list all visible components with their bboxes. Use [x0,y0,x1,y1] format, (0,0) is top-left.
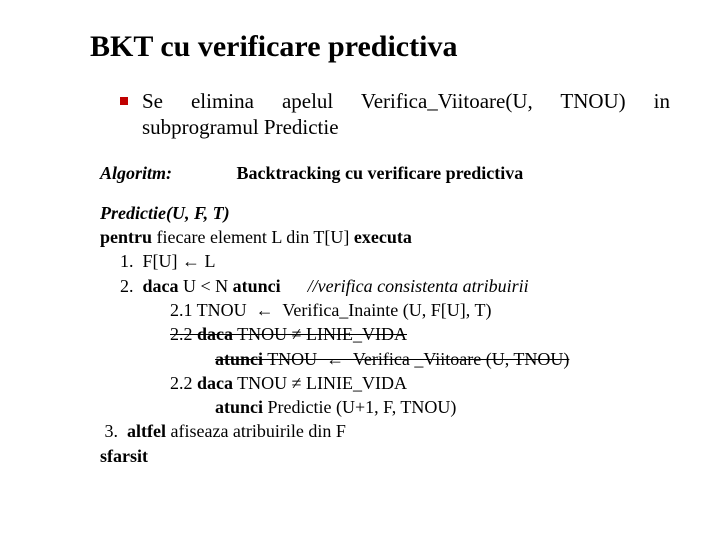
code-line: 2.2 daca TNOU ≠ LINIE_VIDA [100,371,670,395]
code-line: 2. daca U < N atunci //verifica consiste… [100,274,670,298]
bullet-marker [120,97,128,105]
code-line-strikethrough: 2.2 daca TNOU ≠ LINIE_VIDA [100,322,670,346]
bullet-item: Se elimina apelul Verifica_Viitoare(U, T… [120,88,670,141]
slide-title: BKT cu verificare predictiva [90,30,670,64]
algorithm-section: Algoritm: Backtracking cu verificare pre… [100,161,670,469]
code-line: atunci Predictie (U+1, F, TNOU) [100,395,670,419]
algorithm-header: Algoritm: Backtracking cu verificare pre… [100,161,670,185]
code-line: pentru fiecare element L din T[U] execut… [100,225,670,249]
bullet-text: Se elimina apelul Verifica_Viitoare(U, T… [142,88,670,141]
code-line-strikethrough: atunci TNOU ← Verifica _Viitoare (U, TNO… [100,347,670,371]
code-line: 2.1 TNOU ← Verifica_Inainte (U, F[U], T) [100,298,670,322]
code-line: 3. altfel afiseaza atribuirile din F [100,419,670,443]
slide-content: BKT cu verificare predictiva Se elimina … [0,0,720,498]
code-line: Predictie(U, F, T) [100,201,670,225]
algorithm-name: Backtracking cu verificare predictiva [237,163,524,183]
code-line: sfarsit [100,444,670,468]
pseudocode: Predictie(U, F, T) pentru fiecare elemen… [100,201,670,468]
code-line: 1. F[U] ← L [100,249,670,273]
algorithm-label: Algoritm: [100,163,172,183]
